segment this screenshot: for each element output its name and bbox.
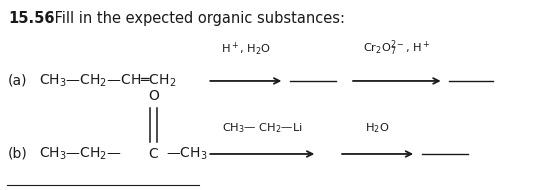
Text: 15.56: 15.56 [8,11,55,26]
Text: (b): (b) [8,147,28,161]
Text: $\mathregular{H_2O}$: $\mathregular{H_2O}$ [365,121,390,135]
Text: $\mathregular{H^+}$, $\mathregular{H_2O}$: $\mathregular{H^+}$, $\mathregular{H_2O}… [221,41,271,59]
Text: $\mathregular{CH_3}$—$\mathregular{CH_2}$—: $\mathregular{CH_3}$—$\mathregular{CH_2}… [39,146,121,162]
Text: (a): (a) [8,74,28,88]
Text: $\mathregular{CH_3}$—$\mathregular{CH_2}$—CH═$\mathregular{CH_2}$: $\mathregular{CH_3}$—$\mathregular{CH_2}… [39,73,176,89]
Text: C: C [148,147,158,161]
Text: Fill in the expected organic substances:: Fill in the expected organic substances: [50,11,344,26]
Text: —$\mathregular{CH_3}$: —$\mathregular{CH_3}$ [166,146,207,162]
Text: O: O [148,89,159,103]
Text: $\mathregular{Cr_2O_7^{2-}}$, $\mathregular{H^+}$: $\mathregular{Cr_2O_7^{2-}}$, $\mathregu… [363,39,431,59]
Text: $\mathregular{CH_3}$— $\mathregular{CH_2}$—Li: $\mathregular{CH_3}$— $\mathregular{CH_2… [222,121,302,135]
